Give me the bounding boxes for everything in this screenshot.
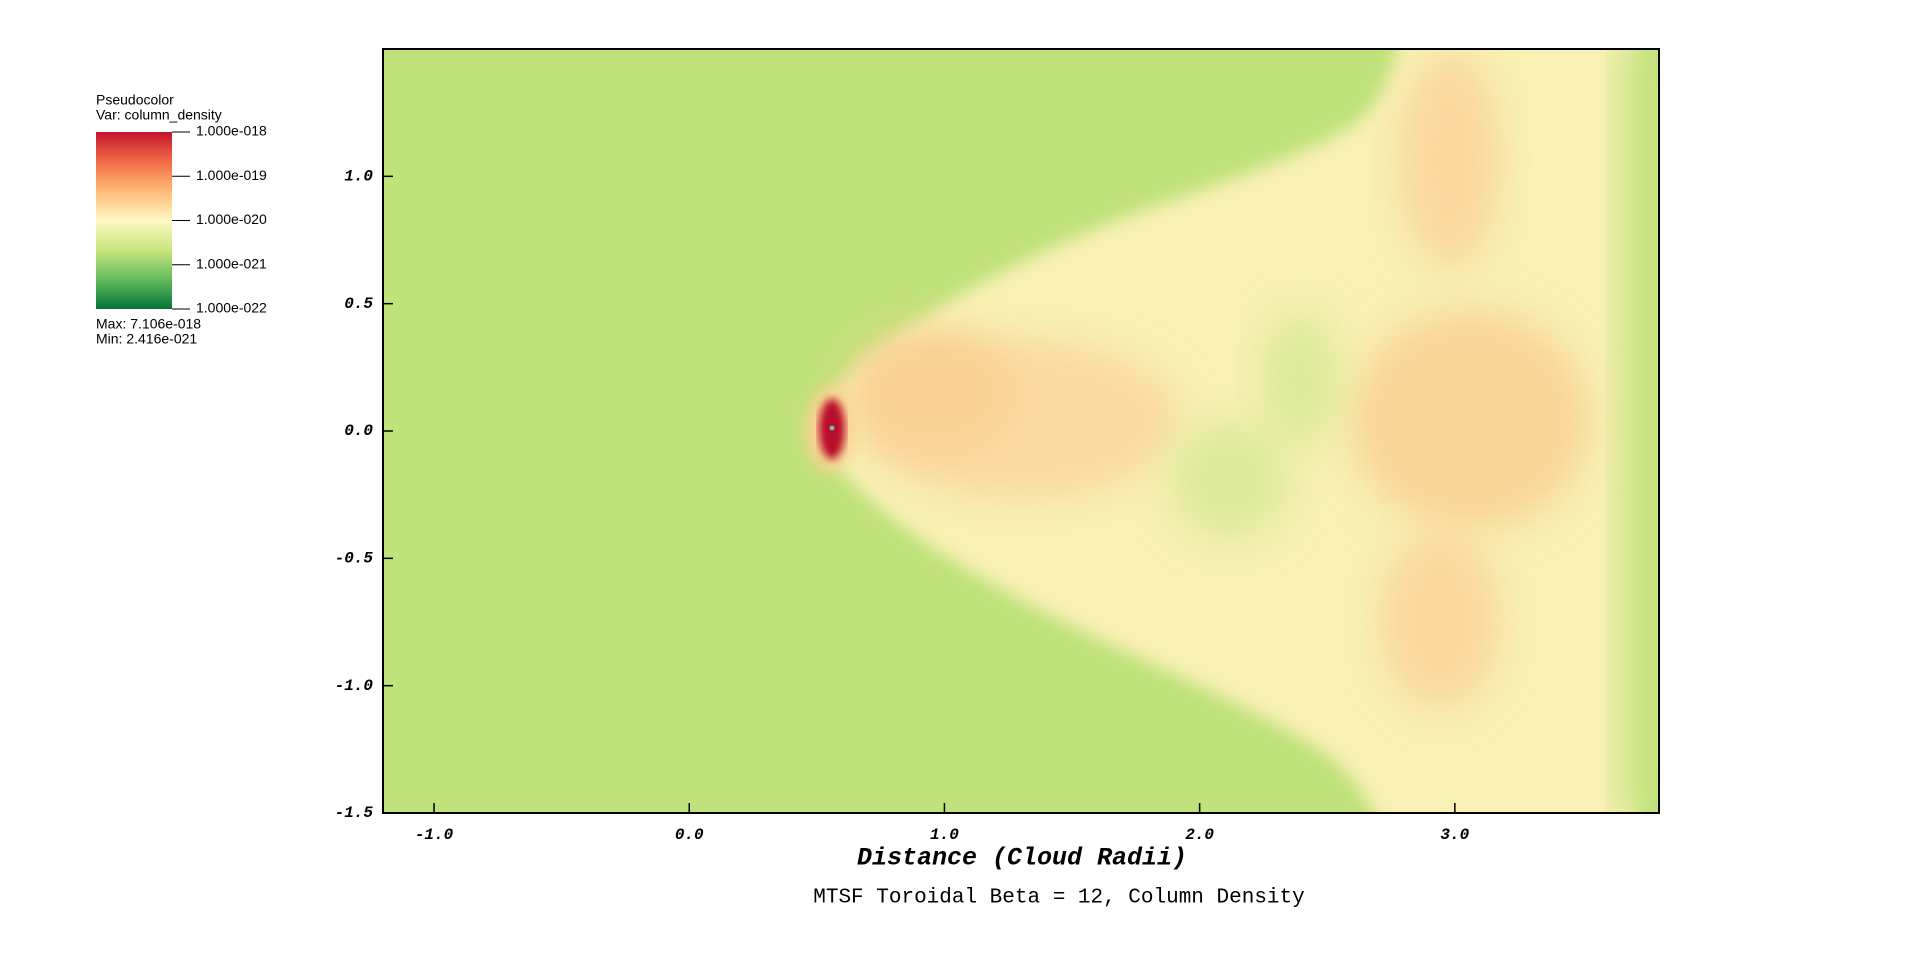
legend-title: Pseudocolor [96, 92, 174, 108]
color-bar [96, 132, 172, 309]
field-image [383, 49, 1659, 813]
legend-tick-label: 1.000e-019 [196, 167, 267, 183]
y-tick-label: -1.0 [335, 677, 374, 695]
legend-min: Min: 2.416e-021 [96, 331, 197, 347]
y-tick-label: -0.5 [335, 550, 374, 568]
legend-tick-label: 1.000e-022 [196, 300, 267, 316]
legend-tick-label: 1.000e-020 [196, 211, 267, 227]
legend-max: Max: 7.106e-018 [96, 316, 201, 332]
y-tick-label: 1.0 [344, 168, 373, 186]
y-tick-label: -1.5 [335, 804, 374, 822]
x-tick-label: 3.0 [1440, 826, 1469, 844]
legend-tick-label: 1.000e-021 [196, 255, 267, 271]
x-tick-label: 2.0 [1185, 826, 1214, 844]
x-tick-label: 0.0 [675, 826, 704, 844]
y-tick-label: 0.0 [344, 422, 373, 440]
y-tick-label: 0.5 [344, 295, 373, 313]
x-tick-label: 1.0 [930, 826, 959, 844]
chart-title: MTSF Toroidal Beta = 12, Column Density [813, 887, 1304, 910]
legend-tick-label: 1.000e-018 [196, 123, 267, 139]
x-axis-label: Distance (Cloud Radii) [857, 844, 1187, 873]
x-tick-label: -1.0 [415, 826, 454, 844]
legend-variable: Var: column_density [96, 107, 222, 123]
